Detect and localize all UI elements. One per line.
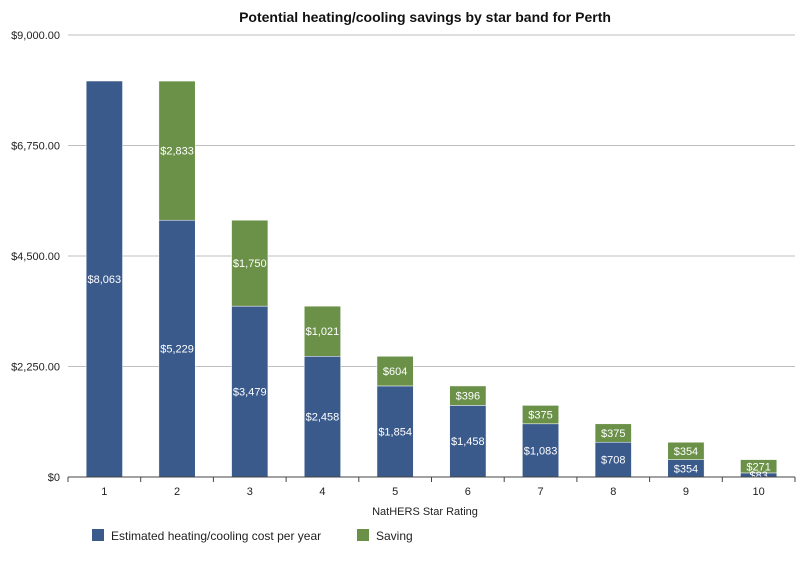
data-label: $1,083 [524,445,558,457]
x-axis-ticks: 1 2 3 4 5 6 7 8 9 10 [67,477,796,498]
y-tick-label: $0 [48,472,60,484]
bar-cost [376,385,414,478]
data-label: $5,229 [160,344,194,356]
bar-saving [231,219,269,307]
bar-cost [594,441,632,478]
x-tick-label: 1 [101,486,107,498]
data-label: $2,458 [306,412,340,424]
data-label: $375 [528,410,552,422]
data-label: $83 [749,470,767,482]
data-label: $1,750 [233,258,267,270]
bar-saving [376,356,414,387]
legend-label: Saving [376,529,413,543]
x-axis-label: NatHERS Star Rating [372,506,478,518]
data-label: $3,479 [233,387,267,399]
data-label: $396 [456,391,480,403]
y-tick-label: $9,000.00 [11,30,60,42]
data-label: $1,458 [451,436,485,448]
x-tick-label: 10 [753,486,765,498]
bar-cost [304,356,341,478]
x-tick-label: 8 [610,486,616,498]
legend: Estimated heating/cooling cost per year S… [92,529,413,543]
data-label: $354 [674,463,698,475]
y-tick-label: $6,750.00 [11,141,60,153]
data-label: $604 [383,366,407,378]
data-label: $708 [601,455,625,467]
bar-saving [304,305,341,357]
data-label: $271 [746,461,770,473]
x-tick-label: 2 [174,486,180,498]
y-tick-label: $2,250.00 [11,362,60,374]
bar-saving [667,441,705,460]
bar-saving [740,459,778,474]
bars [85,80,778,478]
y-axis-ticks: $0 $2,250.00 $4,500.00 $6,750.00 $9,000.00 [11,30,60,484]
y-tick-label: $4,500.00 [11,251,60,263]
chart-title: Potential heating/cooling savings by sta… [239,9,611,25]
x-tick-label: 7 [537,486,543,498]
data-label: $375 [601,428,625,440]
bar-cost [231,305,269,478]
data-label: $1,854 [378,426,412,438]
legend-swatch [92,529,104,541]
bar-cost [522,423,559,478]
data-label: $2,833 [160,146,194,158]
data-label: $1,021 [306,326,340,338]
bar-saving [522,405,559,425]
x-tick-label: 5 [392,486,398,498]
bar-labels: $8,063 $5,229 $2,833 $3,479 $1,750 $2,458 $1,0… [88,146,771,482]
bar-cost [85,80,123,478]
legend-label: Estimated heating/cooling cost per year [111,529,321,543]
x-tick-label: 9 [683,486,689,498]
bar-saving [594,423,632,443]
data-label: $354 [674,446,698,458]
bar-saving [158,80,196,221]
data-label: $8,063 [88,274,122,286]
legend-swatch [357,529,369,541]
x-tick-label: 6 [465,486,471,498]
x-tick-label: 3 [247,486,253,498]
x-tick-label: 4 [319,486,325,498]
bar-saving [449,385,487,406]
